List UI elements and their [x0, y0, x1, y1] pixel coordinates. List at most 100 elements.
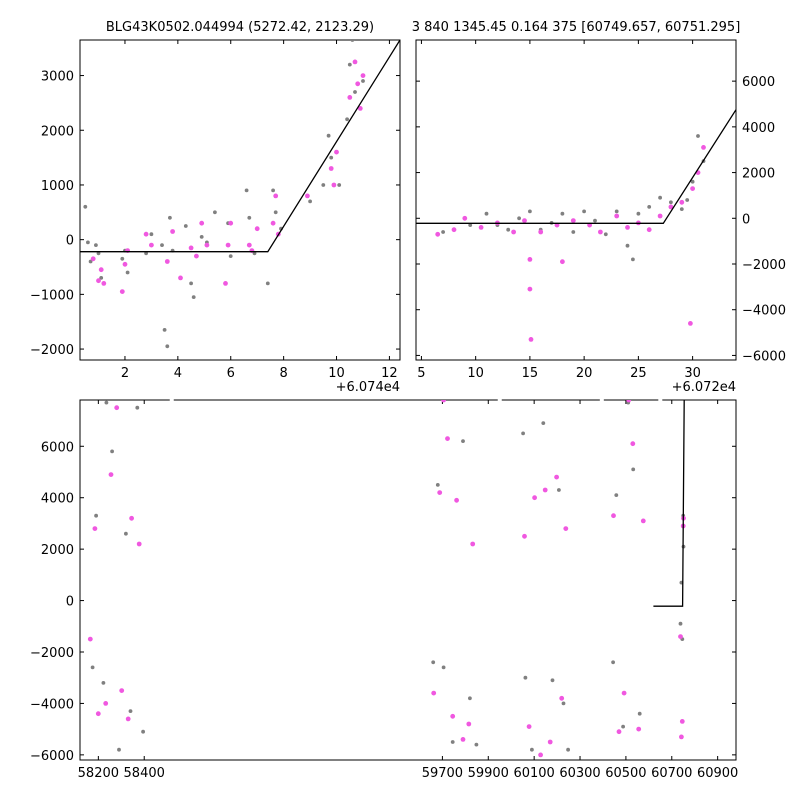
y-tick-label: 1000: [41, 179, 74, 194]
magenta-point: [538, 752, 543, 758]
x-tick-label: 60500: [605, 766, 646, 781]
magenta-point: [527, 257, 533, 262]
magenta-point: [328, 166, 334, 171]
x-offset-label: +6.074e4: [336, 380, 400, 395]
magenta-point: [451, 227, 457, 233]
gray-point: [582, 209, 586, 214]
x-tick-label: 12: [381, 366, 398, 381]
gray-point: [679, 207, 684, 212]
y-tick-label: 0: [66, 595, 74, 610]
magenta-point: [679, 734, 684, 740]
magenta-point: [355, 81, 361, 87]
magenta-point: [657, 213, 663, 219]
magenta-point: [547, 739, 553, 745]
magenta-point: [679, 719, 685, 724]
y-tick-label: −4000: [30, 697, 74, 712]
gray-point: [474, 742, 479, 747]
magenta-point: [357, 106, 363, 111]
gray-point: [571, 230, 576, 234]
y-tick-label: 6000: [41, 440, 74, 455]
x-tick-label: 60300: [559, 766, 600, 781]
gray-point: [528, 209, 532, 214]
magenta-point: [626, 400, 632, 403]
x-tick-label: 30: [684, 366, 701, 381]
magenta-point: [559, 695, 565, 701]
y-tick-label: 2000: [41, 543, 74, 558]
magenta-point: [621, 690, 627, 696]
magenta-point: [560, 259, 565, 265]
top-right-panel: 3 840 1345.45 0.164 375 [60749.657, 6075…: [412, 20, 786, 395]
gray-point: [252, 251, 257, 256]
axes-frame: [415, 39, 737, 361]
gray-point: [678, 621, 683, 626]
x-tick-label: 10: [328, 366, 345, 381]
data-points: [83, 40, 366, 349]
y-tick-label: 4000: [742, 121, 775, 136]
magenta-point: [334, 149, 339, 155]
x-tick-label: 4: [174, 366, 182, 381]
gray-point: [337, 183, 342, 187]
gray-point: [228, 254, 233, 258]
x-tick-label: 15: [522, 366, 539, 381]
gray-point: [611, 660, 615, 665]
magenta-point: [129, 515, 135, 521]
gray-point: [213, 210, 217, 215]
gray-point: [99, 276, 104, 280]
gray-point: [183, 224, 188, 228]
magenta-point: [450, 713, 456, 719]
chart-title: 3 840 1345.45 0.164 375 [60749.657, 6075…: [412, 20, 741, 35]
gray-point: [90, 665, 95, 670]
magenta-point: [108, 472, 114, 477]
y-tick-label: −2000: [30, 343, 74, 358]
magenta-point: [204, 242, 210, 248]
magenta-point: [466, 721, 472, 727]
gray-point: [191, 295, 196, 299]
gray-point: [435, 483, 440, 487]
magenta-point: [701, 145, 706, 150]
y-tick-label: −4000: [742, 304, 786, 319]
gray-point: [199, 235, 204, 239]
gray-point: [541, 421, 546, 425]
gray-point: [120, 256, 125, 261]
magenta-point: [228, 220, 234, 226]
magenta-point: [223, 281, 228, 286]
y-tick-label: −6000: [30, 749, 74, 764]
gray-point: [658, 195, 662, 200]
magenta-point: [630, 441, 636, 447]
gray-point: [189, 281, 194, 286]
chart-title: BLG43K0502.044994 (5272.42, 2123.29): [106, 20, 374, 35]
x-tick-label: 59900: [468, 766, 509, 781]
gray-point: [165, 344, 170, 349]
magenta-point: [445, 436, 450, 441]
magenta-point: [563, 526, 569, 531]
gray-point: [561, 701, 566, 706]
magenta-point: [270, 220, 276, 226]
gray-point: [350, 40, 355, 42]
gray-point: [557, 488, 561, 492]
gray-point: [308, 199, 312, 204]
gray-point: [523, 675, 528, 680]
magenta-point: [305, 193, 310, 199]
gray-point: [83, 204, 88, 209]
gray-point: [593, 218, 597, 223]
y-tick-label: −6000: [742, 349, 786, 364]
gray-point: [149, 232, 154, 237]
y-tick-label: 2000: [742, 167, 775, 182]
magenta-point: [636, 726, 642, 732]
x-offset-label: +6.072e4: [672, 380, 736, 395]
gray-point: [321, 183, 326, 187]
magenta-point: [96, 278, 101, 284]
x-tick-label: 25: [630, 366, 647, 381]
model-line: [80, 40, 400, 253]
x-tick-label: 5: [417, 366, 425, 381]
magenta-point: [98, 267, 104, 273]
y-tick-label: 6000: [742, 75, 775, 90]
x-tick-label: 60100: [513, 766, 554, 781]
gray-point: [614, 493, 619, 497]
magenta-point: [246, 242, 252, 248]
gray-point: [244, 188, 249, 193]
magenta-point: [511, 229, 516, 235]
y-tick-label: 2000: [41, 124, 74, 139]
magenta-point: [164, 259, 170, 264]
